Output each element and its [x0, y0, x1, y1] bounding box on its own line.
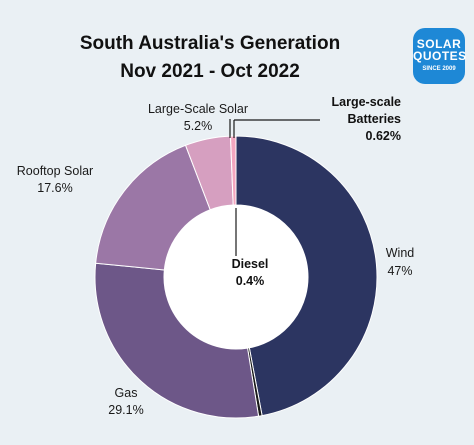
logo-line2: QUOTES	[413, 49, 467, 63]
logo-line1: SOLAR	[416, 37, 462, 51]
label-diesel-value: 0.4%	[236, 274, 265, 288]
label-batteries-value: 0.62%	[366, 129, 401, 143]
label-batteries-name-line1: Large-scale	[332, 95, 402, 109]
label-wind-name: Wind	[386, 246, 415, 260]
label-large-scale-solar-value: 5.2%	[184, 119, 213, 133]
solarquotes-logo: SOLAR QUOTES SINCE 2009	[413, 28, 467, 84]
logo-line3: SINCE 2009	[422, 66, 456, 72]
label-diesel-name: Diesel	[232, 257, 269, 271]
label-wind-value: 47%	[387, 264, 412, 278]
label-batteries-name-line2: Batteries	[348, 112, 402, 126]
chart-title: South Australia's Generation Nov 2021 - …	[0, 30, 420, 86]
label-large-scale-solar-name: Large-Scale Solar	[148, 102, 248, 116]
label-rooftop-solar-value: 17.6%	[37, 181, 72, 195]
donut-hole	[164, 205, 308, 349]
label-rooftop-solar-name: Rooftop Solar	[17, 164, 93, 178]
chart-title-line2: Nov 2021 - Oct 2022	[120, 61, 300, 82]
label-gas-value: 29.1%	[108, 403, 143, 417]
label-gas-name: Gas	[115, 386, 138, 400]
chart-title-line1: South Australia's Generation	[79, 33, 341, 54]
